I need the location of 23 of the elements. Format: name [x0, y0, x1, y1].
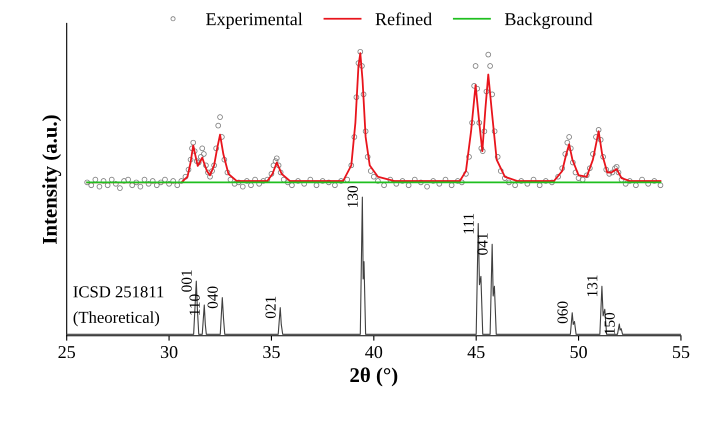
x-tick-label: 40 — [365, 346, 382, 358]
annotation: 150 — [604, 312, 615, 334]
x-tick-label: 25 — [58, 346, 76, 358]
annotation: 110 — [189, 294, 200, 315]
annotation: 130 — [348, 186, 358, 207]
annotation: 040 — [208, 286, 218, 308]
legend-label: Refined — [376, 12, 432, 26]
annotation: 021 — [265, 296, 276, 318]
annotation: 041 — [477, 233, 488, 255]
y-axis-title: Intensity (a.u.) — [42, 115, 62, 244]
x-tick-label: 45 — [468, 346, 485, 358]
legend-label: Experimental — [206, 12, 302, 29]
x-tick-label: 55 — [672, 346, 690, 358]
annotation: 001 — [181, 270, 192, 292]
x-tick-label: 35 — [263, 346, 280, 358]
x-axis-title: 2θ (°) — [350, 367, 398, 386]
x-tick-label: 50 — [570, 346, 587, 358]
x-tick-label: 30 — [160, 346, 178, 358]
annotation: 111 — [464, 214, 474, 234]
annotation: 060 — [557, 302, 568, 324]
annotation: ICSD 251811 (Theoretical) — [73, 286, 164, 326]
annotation: 131 — [587, 275, 598, 296]
legend-label: Background — [504, 12, 592, 29]
